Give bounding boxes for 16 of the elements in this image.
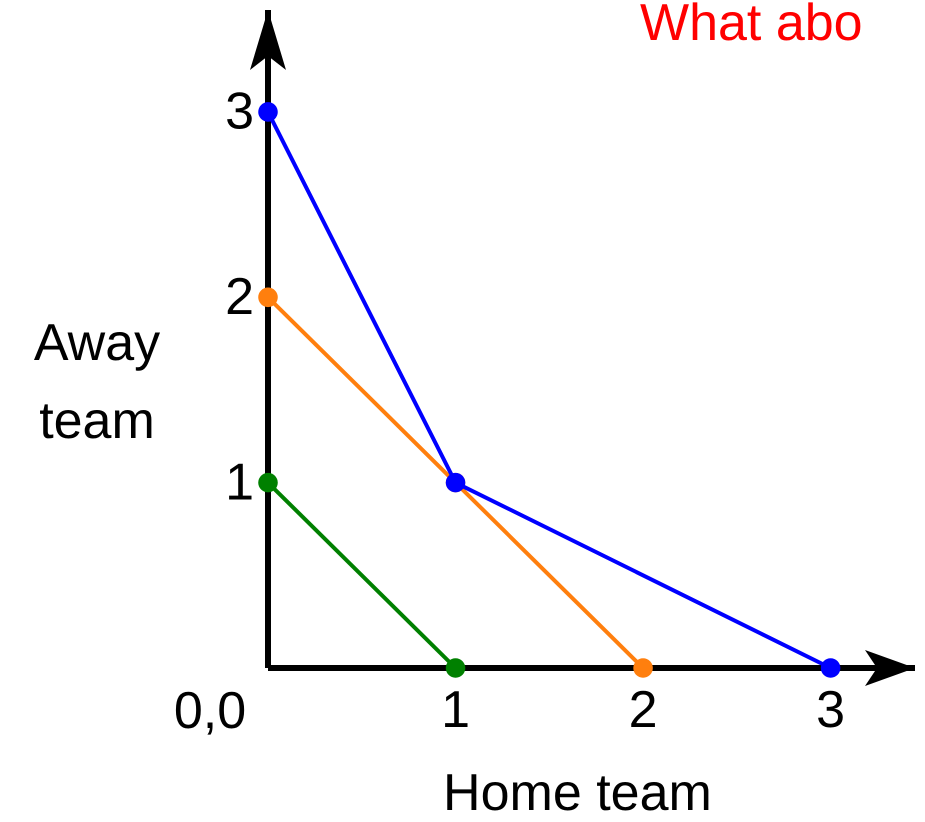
point: [820, 658, 840, 678]
y-tick-label: 1: [225, 453, 254, 512]
chart-title: What abo: [640, 0, 863, 52]
x-axis-title: Home team: [443, 764, 712, 822]
point: [446, 658, 466, 678]
x-tick-label: 3: [816, 680, 846, 739]
point: [633, 658, 653, 678]
x-tick-label: 2: [628, 680, 658, 739]
y-tick-label: 3: [225, 82, 254, 141]
x-tick-label: 1: [441, 680, 470, 739]
point: [258, 102, 278, 122]
point: [258, 288, 278, 308]
y-axis-title: Away team: [34, 314, 160, 450]
text: 0,0: [174, 682, 246, 740]
y-tick-label: 2: [225, 268, 254, 326]
point: [258, 472, 278, 492]
